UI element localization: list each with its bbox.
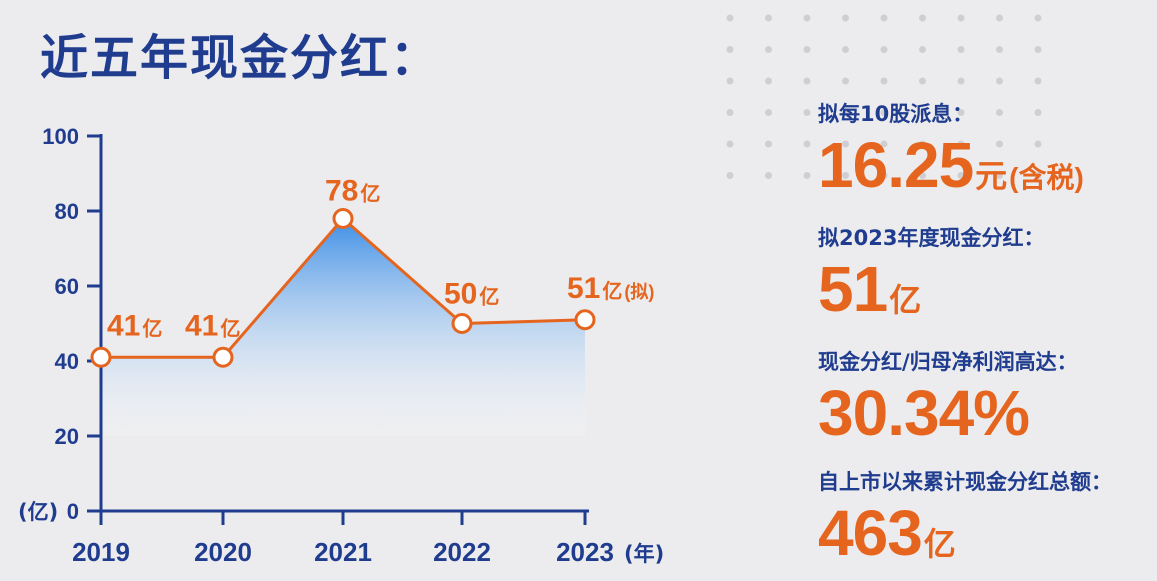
data-label: 78 亿	[325, 175, 380, 208]
decor-dot	[919, 140, 926, 148]
decor-dot	[880, 140, 888, 148]
decor-dot	[726, 172, 734, 179]
decor-dot	[1034, 14, 1042, 22]
decor-dot	[996, 109, 1003, 116]
decor-dot	[919, 77, 926, 85]
y-axis-unit-label: (亿)	[18, 500, 58, 524]
decor-dot	[957, 14, 965, 22]
data-point	[332, 208, 354, 229]
decor-dot	[842, 46, 849, 53]
decor-dot	[842, 140, 849, 148]
decor-dot	[726, 109, 734, 116]
decor-dot	[1034, 77, 1042, 85]
data-point	[574, 309, 596, 331]
decor-dot	[803, 172, 811, 179]
decor-dot	[1034, 109, 1042, 116]
stat-unit: 元	[975, 158, 1008, 194]
decor-dot	[996, 46, 1003, 53]
decor-dot	[919, 172, 926, 179]
dividend-area-chart: 0 20 40 60 80 100 (亿) 2019 2020 2021 2022 2023 (年) 4…	[18, 124, 664, 567]
decor-dot	[880, 14, 888, 22]
data-label: 50 亿	[444, 278, 499, 311]
decor-dot	[880, 46, 888, 53]
page-title: 近五年现金分红：	[40, 30, 441, 86]
x-tick-label: 2021	[314, 537, 372, 567]
decor-dot	[765, 109, 772, 116]
x-axis-unit-label: (年)	[624, 542, 664, 566]
decor-dot	[957, 140, 965, 148]
decor-dot	[957, 77, 965, 85]
decor-dot	[765, 46, 772, 53]
stat-value-payout-ratio: 30.34%	[818, 376, 1030, 450]
decor-dot	[1034, 140, 1042, 148]
y-tick-label: 60	[55, 274, 79, 299]
stat-number: 16.25	[818, 129, 974, 201]
area-fill	[101, 218, 585, 436]
y-tick-label: 40	[55, 349, 79, 374]
stat-unit: 亿	[889, 282, 922, 318]
decor-dot	[803, 46, 811, 53]
stat-label-cumulative-total: 自上市以来累计现金分红总额：	[818, 470, 1112, 494]
decor-dot	[803, 77, 811, 85]
stat-value-per-share: 16.25元(含税)	[818, 128, 1084, 202]
decor-dot	[726, 14, 734, 22]
decor-dot	[919, 109, 926, 116]
decor-dot	[1034, 46, 1042, 53]
decor-dot	[880, 77, 888, 85]
y-tick-label: 0	[67, 499, 79, 524]
decor-dot	[765, 140, 772, 148]
stat-label-annual-dividend: 拟2023年度现金分红：	[818, 226, 1045, 250]
stat-note: (含税)	[1009, 162, 1084, 193]
decor-dot	[919, 46, 926, 53]
data-point	[212, 346, 234, 368]
decor-dot	[803, 14, 811, 22]
y-tick-label: 100	[42, 124, 79, 149]
decor-dot	[803, 109, 811, 116]
stat-number: 51	[818, 253, 888, 325]
decor-dot	[996, 172, 1003, 179]
stat-number: 463	[818, 497, 923, 569]
decor-dot	[803, 140, 811, 148]
decor-dot	[842, 172, 849, 179]
decor-dot	[996, 77, 1003, 85]
x-tick-label: 2022	[433, 537, 491, 567]
stat-label-payout-ratio: 现金分红/归母净利润高达：	[818, 350, 1078, 374]
decor-dot	[726, 140, 734, 148]
y-tick-label: 80	[55, 199, 79, 224]
data-point	[451, 313, 473, 334]
y-tick-label: 20	[55, 424, 79, 449]
x-tick-label: 2023	[556, 537, 614, 567]
decor-dot	[957, 46, 965, 53]
decor-dot	[957, 172, 965, 179]
decor-dot	[957, 109, 965, 116]
stat-value-cumulative-total: 463亿	[818, 496, 956, 570]
decor-dot	[880, 172, 888, 179]
decor-dot	[842, 109, 849, 116]
stat-value-annual-dividend: 51亿	[818, 252, 921, 326]
decor-dot	[726, 46, 734, 53]
data-point	[90, 346, 112, 368]
decor-dot	[919, 14, 926, 22]
decor-dot	[765, 77, 772, 85]
decor-dot	[996, 140, 1003, 148]
decor-dot	[842, 14, 849, 22]
decor-dot	[996, 14, 1003, 22]
data-label: 41 亿	[185, 309, 240, 342]
decor-dot	[842, 77, 849, 85]
stat-label-per-share: 拟每10股派息：	[818, 102, 974, 126]
x-tick-label: 2020	[194, 537, 252, 567]
decor-dot	[1034, 172, 1042, 179]
x-tick-label: 2019	[72, 537, 130, 567]
decor-dot	[765, 14, 772, 22]
data-label: 51 亿 (拟)	[567, 272, 654, 305]
stat-unit: 亿	[923, 526, 956, 562]
data-label: 41 亿	[107, 309, 162, 342]
decor-dot	[765, 172, 772, 179]
stat-number: 30.34%	[818, 377, 1030, 449]
decor-dot	[880, 109, 888, 116]
decor-dot	[726, 77, 734, 85]
